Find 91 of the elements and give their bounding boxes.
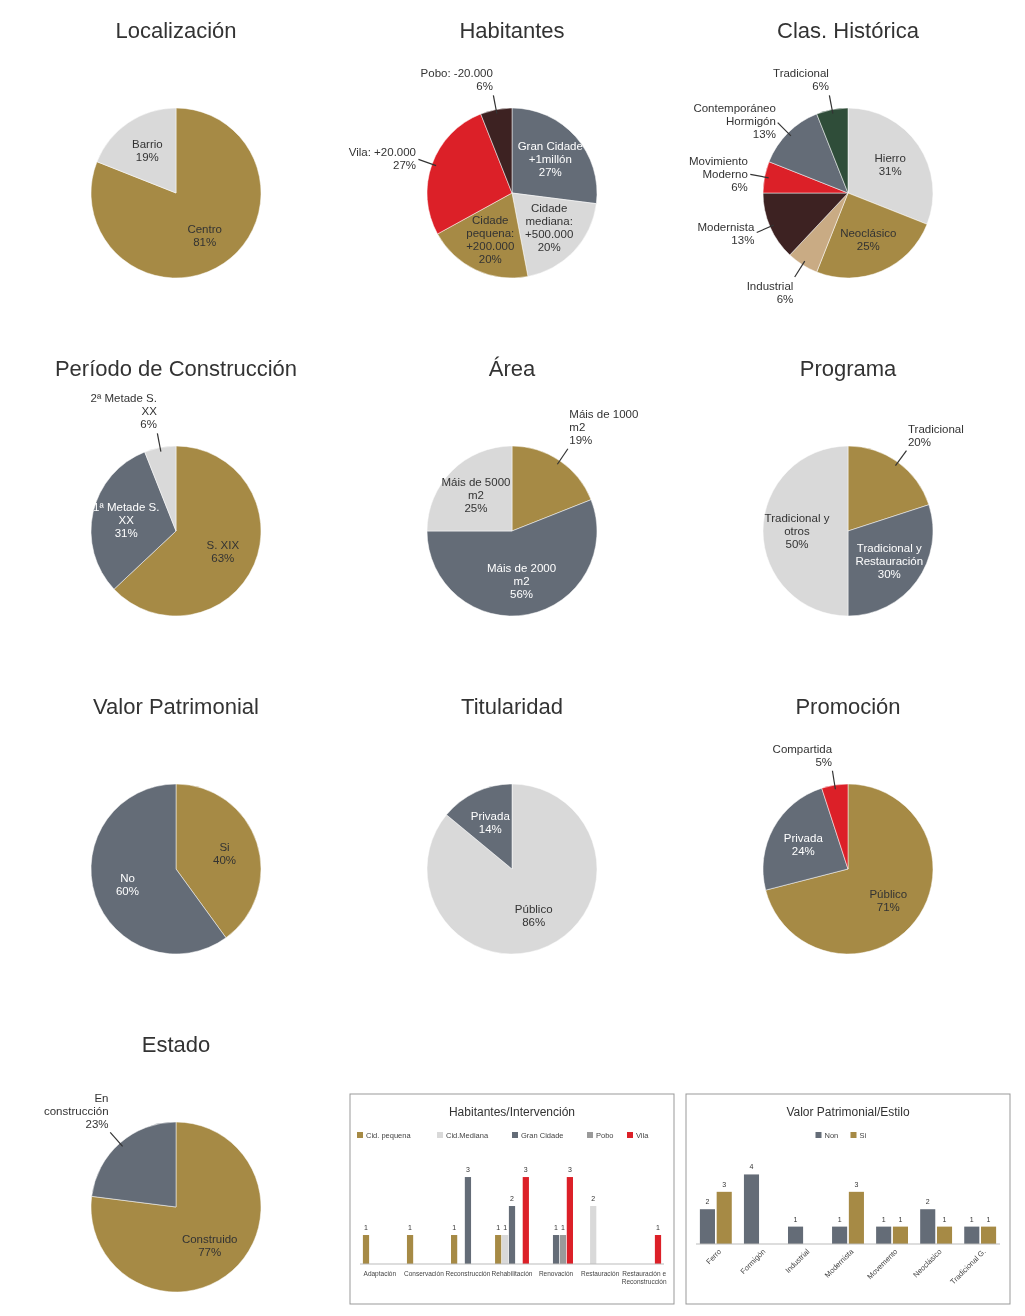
slice-label: Tradicional y otros [764, 511, 830, 537]
slice-label: Industrial [746, 279, 794, 292]
slice-label: Privada [470, 810, 511, 823]
bar [936, 1226, 953, 1244]
slice-label: En construcción [43, 1091, 109, 1117]
chart-title: Valor Patrimonial [93, 694, 259, 719]
slice-label: Vila: +20.000 [348, 145, 417, 158]
slice-label: Contemporáneo Hormigón [693, 101, 776, 127]
slice-label: Centro [187, 222, 222, 235]
data-label: 77% [198, 1245, 222, 1258]
data-label: 19% [569, 434, 593, 447]
data-label: 31% [878, 164, 902, 177]
chart-title: Titularidad [461, 694, 563, 719]
data-label: 24% [791, 844, 815, 857]
slice-label: Tradicional [907, 422, 964, 435]
chart-title: Clas. Histórica [777, 18, 920, 43]
slice-label: S. XIX [206, 538, 240, 551]
chart-title: Valor Patrimonial/Estilo [786, 1105, 910, 1119]
slice-label: Si [219, 840, 230, 853]
slice-label: Construido [181, 1232, 238, 1245]
chart-title: Período de Construcción [54, 356, 298, 381]
data-label: 20% [907, 435, 931, 448]
slice-label: Modernista [697, 220, 755, 233]
data-label: 13% [731, 233, 755, 246]
chart-title: Habitantes/Intervención [448, 1105, 576, 1119]
chart-title: Promoción [795, 694, 901, 719]
slice-label: No [120, 872, 135, 885]
bar [892, 1226, 908, 1244]
data-label: 14% [478, 823, 502, 836]
bar [699, 1209, 715, 1244]
data-label: 13% [752, 127, 776, 140]
slice-label: Público [869, 887, 908, 900]
data-label: 25% [856, 240, 880, 253]
pie-slice [765, 783, 934, 955]
data-label: 50% [785, 537, 809, 550]
data-label: 6% [731, 180, 748, 193]
chart-title: Habitantes [459, 18, 565, 43]
slice-label: Privada [783, 831, 824, 844]
slice-label: Movimiento Moderno [688, 154, 748, 180]
data-label: 20% [478, 252, 502, 265]
slice-label: Cidade mediana: +500.000 [525, 202, 574, 241]
slice-label: 2ª Metade S. XX [90, 392, 158, 418]
bar [964, 1226, 980, 1244]
data-label: 20% [537, 241, 561, 254]
bar [876, 1226, 892, 1244]
slice-label: Gran Cidade +1millón [517, 140, 583, 166]
slice-label: 1ª Metade S. XX [93, 500, 160, 526]
bar [848, 1191, 864, 1244]
slice-label: Público [514, 902, 553, 915]
slice-label: Pobo: -20.000 [420, 67, 493, 80]
bar [716, 1191, 732, 1244]
bar [832, 1226, 848, 1244]
slice-label: Máis de 1000 m2 [569, 408, 639, 434]
slice-label: Máis de 5000 m2 [441, 475, 511, 501]
data-label: 63% [211, 551, 235, 564]
chart-title: Localización [115, 18, 237, 43]
data-label: 60% [115, 885, 140, 898]
data-label: 25% [464, 501, 488, 514]
pie-slice [426, 783, 598, 955]
slice-label: Neoclásico [840, 227, 897, 240]
slice-label: Compartida [772, 742, 833, 755]
data-label: 19% [135, 151, 159, 164]
data-label: 6% [140, 418, 157, 431]
data-label: 86% [522, 915, 546, 928]
data-label: 6% [776, 292, 794, 305]
slice-label: Hierro [874, 151, 906, 164]
data-label: 6% [476, 80, 493, 93]
data-label: 30% [877, 567, 901, 580]
pie-slice [90, 107, 262, 279]
slice-label: Cidade pequena: +200.000 [466, 213, 515, 252]
data-label: 5% [815, 755, 833, 768]
slice-label: Barrio [131, 138, 163, 151]
data-label: 23% [85, 1117, 109, 1130]
bar [788, 1226, 804, 1244]
slice-label: Tradicional [773, 67, 829, 80]
data-label: 40% [212, 853, 237, 866]
bar [981, 1226, 997, 1244]
chart-title: Programa [799, 356, 898, 381]
data-label: 31% [114, 526, 138, 539]
chart-title: Estado [141, 1032, 211, 1057]
data-label: 81% [193, 235, 217, 248]
data-label: 71% [876, 900, 900, 913]
slice-label: Tradicional y Restauración [855, 541, 924, 567]
bar [920, 1209, 936, 1244]
data-label: 27% [538, 166, 562, 179]
slice-label: Máis de 2000 m2 [487, 562, 557, 587]
chart-title: Área [488, 356, 536, 381]
data-label: 6% [812, 80, 829, 93]
data-label: 56% [510, 588, 534, 600]
bar [743, 1174, 760, 1244]
data-label: 27% [393, 158, 417, 171]
